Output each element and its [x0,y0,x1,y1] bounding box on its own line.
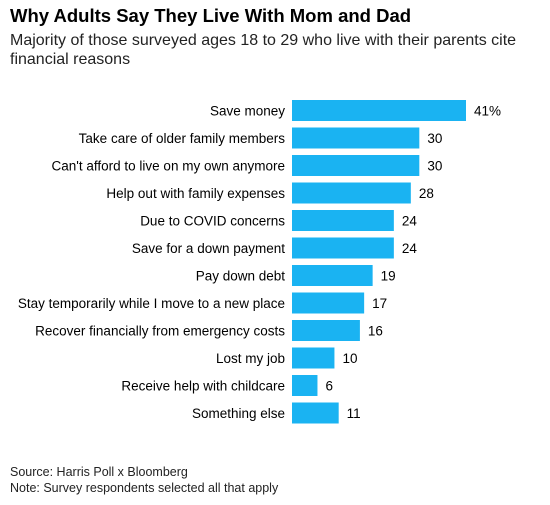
category-label: Stay temporarily while I move to a new p… [18,296,285,311]
category-label: Pay down debt [196,269,286,284]
bar [292,375,318,396]
value-label: 28 [419,186,434,201]
bar [292,182,411,204]
category-label: Something else [192,406,285,421]
value-label: 24 [402,241,418,256]
bar [292,265,373,286]
bar [292,402,339,424]
bar [292,320,360,341]
category-label: Help out with family expenses [106,186,285,201]
category-label: Take care of older family members [79,131,286,146]
bar [292,210,394,231]
value-label: 6 [325,379,333,394]
bar [292,237,394,259]
footnote: Note: Survey respondents selected all th… [10,481,279,495]
category-label: Recover financially from emergency costs [35,324,285,339]
value-label: 17 [372,296,387,311]
bar [292,100,466,121]
category-label: Save money [210,104,285,119]
bar [292,347,335,369]
category-label: Receive help with childcare [121,379,285,394]
bar [292,127,420,149]
source-note: Source: Harris Poll x Bloomberg [10,465,188,479]
category-label: Can't afford to live on my own anymore [52,159,285,174]
value-label: 41% [474,104,501,119]
bar [292,292,365,314]
bar [292,155,420,176]
category-label: Due to COVID concerns [140,214,285,229]
bar-chart: Save money 41% Take care of older family m… [18,100,501,424]
chart-title: Why Adults Say They Live With Mom and Da… [10,5,412,26]
value-label: 30 [427,131,442,146]
value-label: 16 [368,324,383,339]
value-label: 24 [402,214,418,229]
value-label: 30 [427,159,442,174]
value-label: 19 [381,269,396,284]
value-label: 11 [347,406,361,421]
category-label: Save for a down payment [132,241,285,256]
category-label: Lost my job [216,351,285,366]
chart-subtitle: Majority of those surveyed ages 18 to 29… [10,32,517,68]
value-label: 10 [342,351,357,366]
